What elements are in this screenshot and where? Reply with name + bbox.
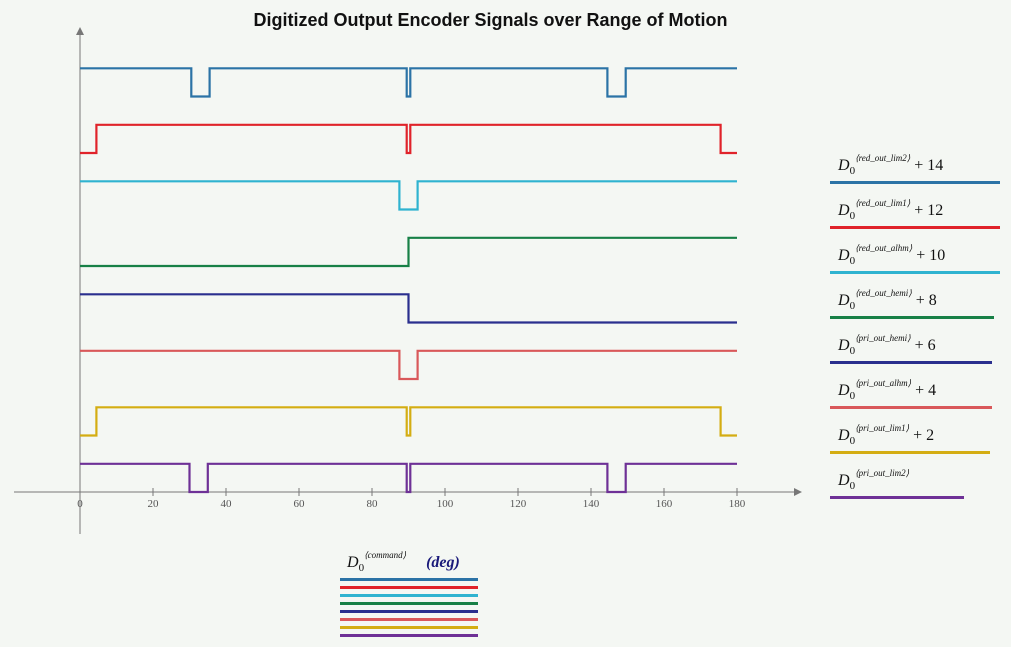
x-tick-label: 120 xyxy=(510,498,527,510)
x-axis-arrow xyxy=(794,488,802,496)
x-tick-label: 20 xyxy=(148,498,160,510)
legend-series-name: ⟨pri_out_lim2⟩ xyxy=(855,468,910,478)
x-axis-subscript: 0 xyxy=(358,562,365,574)
legend-series-name: ⟨red_out_lim1⟩ xyxy=(855,198,911,208)
legend-line xyxy=(830,406,992,409)
legend-label: D0⟨pri_out_hemi⟩ + 6 xyxy=(838,333,936,357)
legend-label: D0⟨pri_out_lim1⟩ + 2 xyxy=(838,423,935,447)
legend-label: D0⟨red_out_lim2⟩ + 14 xyxy=(838,153,944,177)
x-axis-base: D xyxy=(347,554,359,571)
x-axis-swatch xyxy=(340,594,478,597)
legend-line xyxy=(830,226,1000,229)
legend-line xyxy=(830,361,992,364)
legend-series-name: ⟨pri_out_alhm⟩ xyxy=(855,378,912,388)
x-tick-label: 40 xyxy=(221,498,233,510)
x-tick-label: 80 xyxy=(367,498,379,510)
legend-label: D0⟨red_out_lim1⟩ + 12 xyxy=(838,198,944,222)
legend-series-name: ⟨red_out_alhm⟩ xyxy=(855,243,913,253)
x-axis-swatch xyxy=(340,634,478,637)
legend-line xyxy=(830,316,994,319)
series-line-red_out_hemi xyxy=(80,236,737,268)
x-axis-title: D0 ⟨command⟩ (deg) xyxy=(347,550,460,574)
legend-series-name: ⟨red_out_lim2⟩ xyxy=(855,153,911,163)
legend-line xyxy=(830,496,964,499)
x-axis-swatch xyxy=(340,578,478,581)
series-line-pri_out_alhm xyxy=(80,349,737,381)
series-line-pri_out_lim1 xyxy=(80,406,737,437)
y-axis-arrow xyxy=(76,27,84,35)
legend-label: D0⟨pri_out_lim2⟩ xyxy=(838,468,910,492)
x-tick-label: 160 xyxy=(656,498,673,510)
x-axis-swatch xyxy=(340,626,478,629)
legend-line xyxy=(830,181,1000,184)
series-line-pri_out_hemi xyxy=(80,293,737,324)
x-tick-label: 180 xyxy=(729,498,746,510)
legend-label: D0⟨red_out_hemi⟩ + 8 xyxy=(838,288,937,312)
legend-label: D0⟨pri_out_alhm⟩ + 4 xyxy=(838,378,937,402)
legend-series-name: ⟨pri_out_lim1⟩ xyxy=(855,423,910,433)
legend-line xyxy=(830,271,1000,274)
series-line-pri_out_lim2 xyxy=(80,462,737,494)
series-line-red_out_lim2 xyxy=(80,67,737,98)
x-tick-label: 140 xyxy=(583,498,600,510)
x-tick-label: 100 xyxy=(437,498,454,510)
x-axis-swatch xyxy=(340,602,478,605)
legend-series-name: ⟨pri_out_hemi⟩ xyxy=(855,333,911,343)
series-line-red_out_alhm xyxy=(80,180,737,211)
legend-line xyxy=(830,451,990,454)
x-axis-unit: (deg) xyxy=(426,554,460,571)
x-axis-series-swatches xyxy=(340,578,478,642)
x-axis-swatch xyxy=(340,610,478,613)
legend-series-name: ⟨red_out_hemi⟩ xyxy=(855,288,912,298)
x-tick-label: 60 xyxy=(294,498,306,510)
x-axis-swatch xyxy=(340,586,478,589)
legend-label: D0⟨red_out_alhm⟩ + 10 xyxy=(838,243,946,267)
series-line-red_out_lim1 xyxy=(80,123,737,155)
x-axis-superscript: ⟨command⟩ xyxy=(364,550,407,560)
chart-title: Digitized Output Encoder Signals over Ra… xyxy=(253,10,728,30)
x-axis-swatch xyxy=(340,618,478,621)
x-tick-label: 0 xyxy=(77,498,83,510)
